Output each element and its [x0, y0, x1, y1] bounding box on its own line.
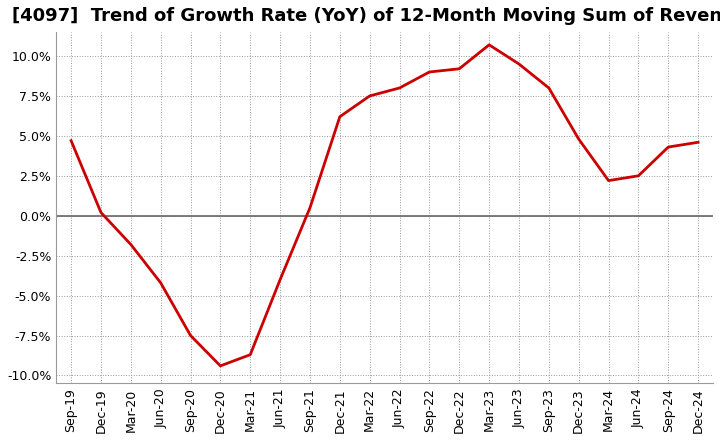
Title: [4097]  Trend of Growth Rate (YoY) of 12-Month Moving Sum of Revenues: [4097] Trend of Growth Rate (YoY) of 12-… — [12, 7, 720, 25]
